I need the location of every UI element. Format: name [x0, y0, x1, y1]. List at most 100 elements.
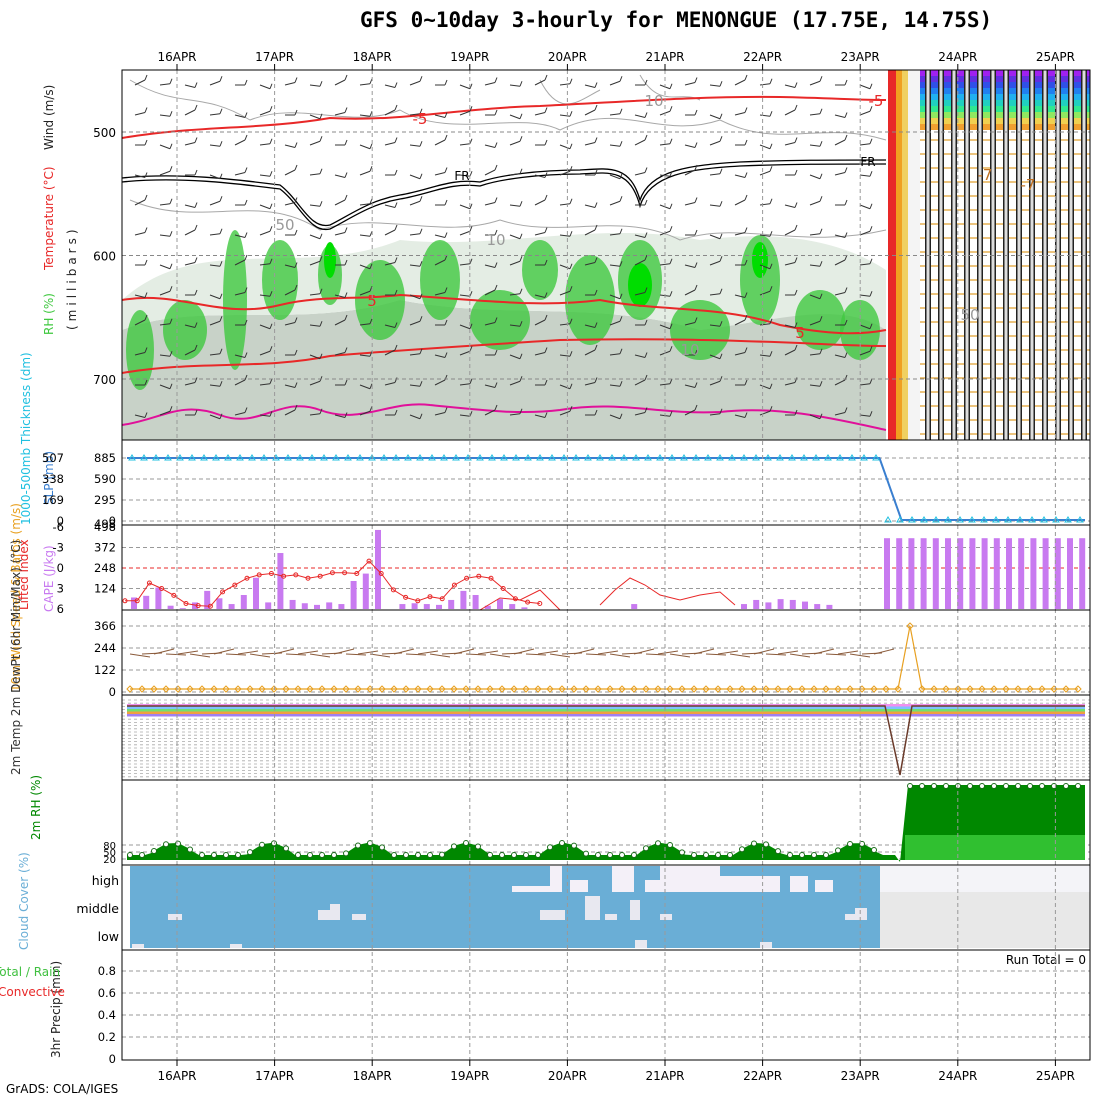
- li-marker: [244, 575, 250, 581]
- ylabel-lifted-index: Lifted Index: [17, 539, 31, 610]
- date-label-top: 19APR: [450, 50, 489, 64]
- wind-barb: [859, 294, 871, 297]
- wind-barb-flag: [619, 141, 623, 147]
- rh2m-marker: [127, 852, 133, 858]
- li-marker: [500, 586, 506, 591]
- li-marker: [415, 598, 421, 604]
- wind-barb-flag: [694, 197, 698, 203]
- li-marker: [439, 596, 445, 602]
- wind-barb: [259, 143, 271, 146]
- wind-barb-flag: [844, 199, 848, 206]
- wind-barb: [159, 144, 171, 150]
- wind-barb-flag: [169, 406, 173, 412]
- li-marker: [476, 573, 482, 579]
- wind-barb-flag: [819, 196, 823, 202]
- thickness-marker: [668, 454, 676, 461]
- date-label-top: 17APR: [255, 50, 294, 64]
- wind-barb-flag: [869, 323, 873, 329]
- wind-barb: [559, 203, 571, 206]
- wind-barb-flag: [469, 106, 473, 112]
- wind-barb-flag: [219, 141, 223, 147]
- wind-barb: [759, 114, 771, 117]
- ytick-cloud: high: [92, 873, 119, 888]
- wind-barb: [784, 229, 796, 236]
- wind-barb: [759, 264, 771, 270]
- wind-barb-flag: [594, 409, 598, 416]
- hatch-bar-inner: [978, 70, 982, 440]
- ytick-thickness: 507: [42, 451, 64, 465]
- rh-core-strong: [324, 242, 336, 278]
- wind-barb-flag: [744, 412, 748, 418]
- thickness-marker: [512, 454, 520, 461]
- cloud-gap-high: [815, 880, 833, 892]
- wind-barb-flag: [769, 383, 773, 389]
- cloud-gap-mid: [318, 910, 330, 920]
- wind-barb: [284, 169, 296, 176]
- wind-barb-flag: [794, 104, 798, 111]
- wind-barb-flag: [319, 233, 323, 239]
- wind-barb-flag: [319, 201, 323, 207]
- wind-barb: [609, 320, 621, 326]
- cape-bar: [932, 538, 939, 609]
- wind-barb: [834, 172, 846, 176]
- wind-barb-flag: [619, 228, 623, 234]
- rh-core: [420, 240, 460, 320]
- wind-barb-flag: [694, 317, 698, 323]
- cape-bar: [957, 538, 964, 609]
- wind-barb: [259, 414, 271, 417]
- date-label-bottom: 25APR: [1036, 1069, 1075, 1083]
- wind-barb-flag: [319, 321, 323, 327]
- wind-barb: [834, 234, 846, 238]
- cape-bar: [423, 604, 430, 609]
- wind-speed-marker: [126, 685, 134, 693]
- cape-bar: [1054, 538, 1061, 609]
- wind-barb: [509, 324, 521, 327]
- thickness-marker: [140, 454, 148, 461]
- wind-barb: [859, 383, 871, 386]
- wind-barb-flag: [544, 347, 548, 353]
- ytick-li: 3: [57, 582, 64, 596]
- wind-barb-flag: [619, 348, 623, 354]
- wind-barb-flag: [819, 316, 823, 322]
- li-marker: [537, 601, 543, 607]
- thickness-marker: [644, 454, 652, 461]
- wind-barb-flag: [344, 347, 348, 353]
- wind-speed-marker: [834, 685, 842, 693]
- wind-speed-marker: [822, 685, 830, 693]
- wind-barb: [809, 113, 821, 116]
- rh2m-marker: [907, 783, 913, 789]
- thickness-marker: [860, 454, 868, 461]
- wind-barb: [159, 83, 171, 86]
- wind-barb-flag: [269, 226, 273, 232]
- wind-barb: [759, 203, 771, 206]
- wind-barb: [634, 234, 646, 238]
- wind-barb: [359, 203, 371, 206]
- wind-speed-marker: [546, 685, 554, 693]
- wind-barb: [784, 109, 796, 116]
- wind-barb-flag: [694, 262, 698, 268]
- date-label-bottom: 17APR: [255, 1069, 294, 1083]
- wind-speed-marker: [414, 685, 422, 693]
- wind-barb-flag: [519, 408, 523, 414]
- li-marker: [268, 570, 274, 576]
- thickness-marker: [824, 454, 832, 461]
- wind-barb: [484, 82, 496, 86]
- wind-speed-marker: [810, 685, 818, 693]
- wind-barb: [259, 350, 271, 356]
- wind-barb: [534, 319, 546, 326]
- date-label-bottom: 24APR: [938, 1069, 977, 1083]
- thickness-marker: [788, 454, 796, 461]
- wind-barb-10m: [597, 650, 619, 655]
- wind-barb-flag: [294, 109, 298, 116]
- wind-barb: [234, 259, 246, 266]
- wind-barb: [709, 204, 721, 207]
- wind-barb: [659, 324, 671, 330]
- wind-barb: [759, 144, 771, 150]
- wind-barb: [534, 294, 546, 298]
- wind-barb-flag: [844, 319, 848, 326]
- wind-barb: [284, 202, 296, 206]
- wind-barb: [559, 264, 571, 270]
- thickness-marker: [500, 454, 508, 461]
- wind-barb-flag: [594, 257, 598, 263]
- wind-barb-flag: [694, 142, 698, 148]
